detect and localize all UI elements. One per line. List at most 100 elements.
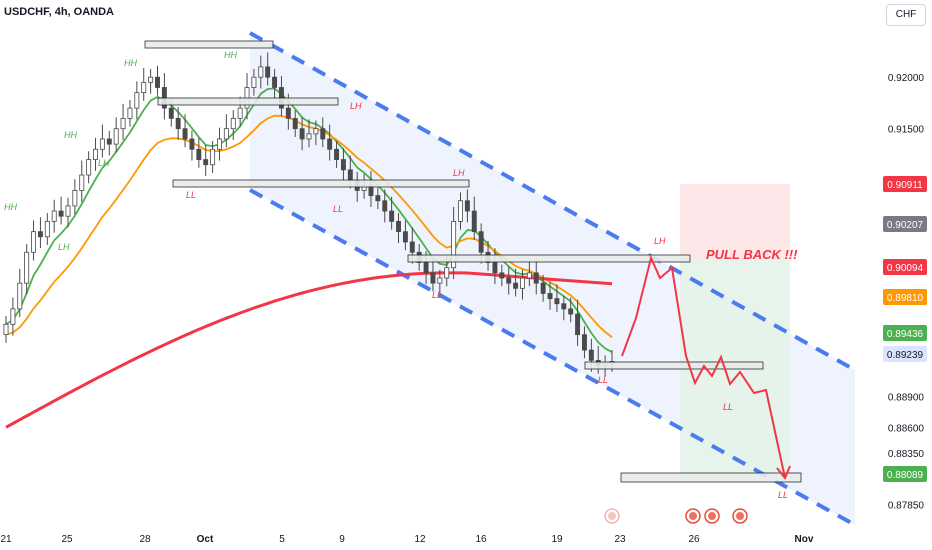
candle — [72, 190, 78, 207]
structure-label: HH — [124, 58, 137, 68]
candle — [37, 231, 43, 238]
candle — [375, 195, 381, 202]
candle — [203, 159, 209, 166]
candle — [31, 231, 37, 253]
candle — [526, 272, 532, 279]
price-label-tag — [883, 289, 927, 305]
candle — [506, 277, 512, 284]
structure-label: LL — [186, 190, 196, 200]
candle — [444, 267, 450, 279]
candle — [58, 210, 64, 217]
price-label-tag — [883, 216, 927, 232]
candle — [168, 107, 174, 119]
candle — [561, 303, 567, 310]
candle — [437, 277, 443, 284]
candle — [588, 349, 594, 361]
candle — [327, 138, 333, 150]
candle — [389, 210, 395, 222]
candle — [134, 92, 140, 109]
candle — [520, 277, 525, 289]
price-tick-label: 0.91500 — [888, 125, 925, 136]
structure-label: HH — [64, 130, 77, 140]
candle — [402, 231, 408, 243]
us-flag-event-icon — [708, 512, 716, 520]
time-tick-label: 19 — [551, 534, 563, 545]
time-tick-label: 12 — [414, 534, 426, 545]
candle — [17, 282, 23, 310]
price-label-value: 0.89239 — [887, 350, 924, 361]
structure-label: LL — [333, 204, 343, 214]
candle — [285, 107, 291, 119]
candle — [272, 76, 278, 88]
channel-lower-line — [249, 188, 856, 527]
time-tick-label: 5 — [279, 534, 285, 545]
sr-zone-box — [144, 40, 274, 49]
sr-zone-box — [620, 472, 802, 483]
time-tick-label: 25 — [61, 534, 73, 545]
candle — [533, 272, 539, 284]
price-label-tag — [883, 259, 927, 275]
candle — [478, 231, 484, 253]
candle — [499, 272, 505, 279]
candle — [44, 220, 50, 238]
structure-label: LH — [654, 236, 666, 246]
candle — [79, 174, 85, 191]
structure-label: LH — [350, 101, 362, 111]
candle — [217, 138, 222, 150]
price-tick-label: 0.87850 — [888, 501, 925, 512]
candle — [347, 169, 353, 181]
structure-label: LL — [778, 490, 788, 500]
price-label-value: 0.89436 — [887, 329, 924, 340]
candle — [175, 117, 181, 130]
candle — [471, 210, 477, 233]
candle — [251, 76, 257, 88]
price-label-value: 0.90094 — [887, 263, 924, 274]
symbol-title: USDCHF, 4h, OANDA — [4, 6, 115, 18]
candle — [513, 282, 519, 289]
price-tick-label: 0.88900 — [888, 392, 925, 403]
candle — [464, 200, 470, 212]
candle — [568, 308, 574, 315]
lightning-event-icon — [608, 512, 616, 520]
candle — [189, 138, 195, 150]
structure-label: LH — [453, 168, 465, 178]
candle — [155, 76, 160, 88]
price-label-tag — [883, 346, 927, 362]
price-label-tag — [883, 176, 927, 192]
candle — [120, 117, 126, 130]
candle — [223, 128, 229, 140]
candle — [230, 117, 236, 130]
currency-button[interactable]: CHF — [886, 4, 926, 26]
candle — [106, 138, 112, 145]
candle — [547, 293, 553, 299]
candle — [3, 323, 9, 336]
candle — [382, 200, 388, 212]
candle — [409, 241, 415, 253]
candle — [423, 262, 429, 274]
risk-zone — [680, 184, 790, 260]
time-tick-label: Oct — [197, 534, 214, 545]
candle — [10, 308, 16, 325]
candle — [306, 133, 312, 140]
channel-upper-line — [249, 31, 856, 372]
sr-zone-box — [157, 97, 339, 106]
us-flag-event-icon — [736, 512, 744, 520]
time-tick-label: 21 — [0, 534, 12, 545]
ema-slow-line — [5, 271, 613, 429]
time-tick-label: 28 — [139, 534, 151, 545]
price-label-value: 0.90207 — [887, 220, 924, 231]
time-tick-label: 9 — [339, 534, 345, 545]
price-tick-label: 0.88600 — [888, 423, 925, 434]
candle — [299, 128, 305, 140]
candle — [334, 148, 340, 160]
candle — [51, 210, 57, 222]
structure-label: HH — [4, 202, 17, 212]
structure-label: LH — [58, 242, 70, 252]
candle — [148, 76, 154, 83]
time-tick-label: Nov — [795, 534, 814, 545]
candle — [127, 107, 133, 119]
candle — [113, 128, 119, 145]
structure-label: LH — [98, 158, 110, 168]
projection-path — [621, 254, 786, 479]
